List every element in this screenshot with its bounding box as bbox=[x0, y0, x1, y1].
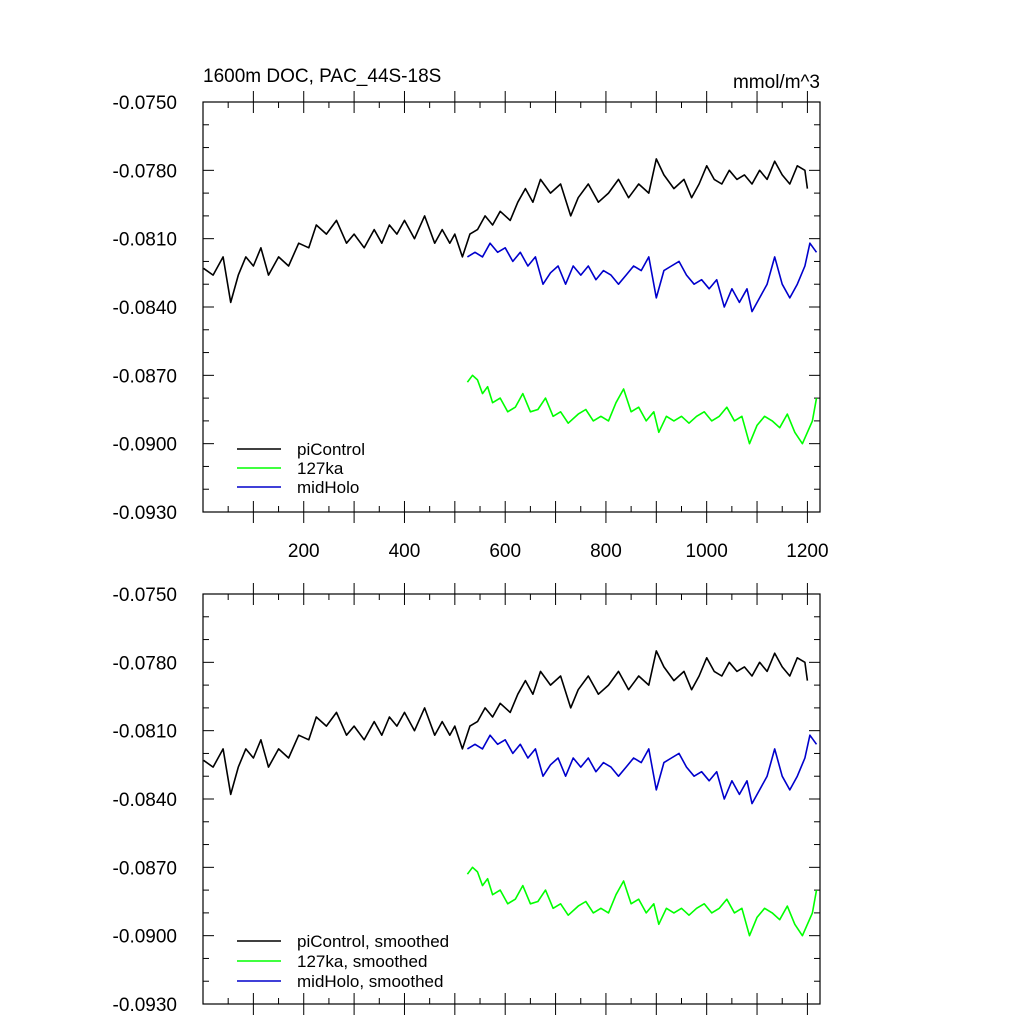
legend-label: piControl bbox=[297, 440, 365, 459]
series-line-picontrol bbox=[203, 158, 809, 304]
x-tick-label: 800 bbox=[590, 541, 622, 562]
y-tick-label: -0.0840 bbox=[113, 298, 177, 319]
series-line-127ka bbox=[466, 374, 818, 445]
y-tick-label: -0.0780 bbox=[113, 653, 177, 674]
y-tick-label: -0.0780 bbox=[113, 161, 177, 182]
legend-label: 127ka bbox=[297, 459, 344, 478]
x-tick-label: 1200 bbox=[786, 541, 828, 562]
y-tick-label: -0.0840 bbox=[113, 790, 177, 811]
series-line-127ka bbox=[466, 866, 818, 937]
y-tick-label: -0.0810 bbox=[113, 230, 177, 251]
y-tick-label: -0.0900 bbox=[113, 927, 177, 948]
y-tick-label: -0.0930 bbox=[113, 503, 177, 524]
y-tick-label: -0.0810 bbox=[113, 722, 177, 743]
bottom-panel: -0.0750 -0.0780 -0.0810 -0.0840 -0.0870 -0.09… bbox=[113, 583, 821, 1016]
top-panel: 1600m DOC, PAC_44S-18S mmol/m^3 -0.0750 -… bbox=[113, 66, 829, 562]
series-line-midholo bbox=[466, 242, 818, 313]
y-tick-label: -0.0870 bbox=[113, 858, 177, 879]
series-line-midholo bbox=[466, 734, 818, 805]
x-tick-label: 400 bbox=[389, 541, 421, 562]
x-tick-label: 200 bbox=[288, 541, 320, 562]
legend-label: midHolo bbox=[297, 478, 359, 497]
x-tick-label: 600 bbox=[489, 541, 521, 562]
legend-label: midHolo, smoothed bbox=[297, 972, 443, 991]
series-line-picontrol bbox=[203, 650, 809, 796]
x-tick-label: 1000 bbox=[686, 541, 728, 562]
y-tick-label: -0.0900 bbox=[113, 435, 177, 456]
y-tick-label: -0.0750 bbox=[113, 585, 177, 606]
y-tick-label: -0.0870 bbox=[113, 366, 177, 387]
top-panel-title: 1600m DOC, PAC_44S-18S bbox=[203, 66, 441, 87]
y-tick-label: -0.0930 bbox=[113, 995, 177, 1016]
legend-label: 127ka, smoothed bbox=[297, 952, 427, 971]
top-panel-units: mmol/m^3 bbox=[733, 72, 820, 93]
y-tick-label: -0.0750 bbox=[113, 93, 177, 114]
legend-label: piControl, smoothed bbox=[297, 932, 449, 951]
